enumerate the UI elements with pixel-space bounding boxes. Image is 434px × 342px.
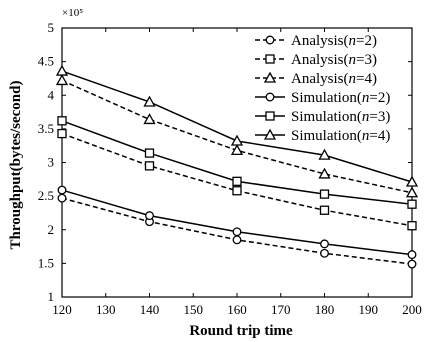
data-point <box>232 186 242 196</box>
y-axis-multiplier: ×10⁵ <box>62 7 83 19</box>
legend-label: Simulation(n=3) <box>291 109 390 125</box>
legend-series-name: Simulation <box>291 128 357 144</box>
legend-label: Simulation(n=4) <box>291 128 390 144</box>
data-point <box>145 211 154 221</box>
legend: Analysis(n=2) Analysis(n=3) Analysis(n=4) S… <box>255 33 390 144</box>
x-tick-label: 160 <box>227 302 247 317</box>
legend-n-value: 2 <box>378 90 386 106</box>
data-point <box>319 189 330 199</box>
data-point <box>232 176 242 186</box>
legend-n-symbol: n <box>349 52 357 68</box>
y-tick-label: 2.5 <box>38 188 54 203</box>
legend-label: Analysis(n=3) <box>291 52 377 68</box>
legend-label: Analysis(n=4) <box>291 71 377 87</box>
data-point <box>319 205 330 215</box>
x-tick-label: 120 <box>52 302 72 317</box>
legend-series-name: Analysis <box>291 71 344 87</box>
legend-entry: Simulation(n=4) <box>255 128 390 144</box>
data-point <box>232 227 242 237</box>
x-tick-label: 180 <box>315 302 335 317</box>
y-tick-label: 3.5 <box>38 121 54 136</box>
legend-marker <box>265 35 275 45</box>
data-point <box>407 221 417 231</box>
series-line <box>61 189 413 256</box>
data-point <box>143 95 156 107</box>
legend-n-value: 4 <box>378 128 386 144</box>
legend-entry: Analysis(n=2) <box>255 33 377 49</box>
series-analysis-n3 <box>57 128 417 231</box>
x-tick-label: 190 <box>359 302 379 317</box>
legend-series-name: Simulation <box>291 109 357 125</box>
data-point <box>320 239 329 249</box>
data-point <box>407 250 417 260</box>
legend-series-name: Analysis <box>291 33 344 49</box>
plot-frame <box>61 27 413 298</box>
series-layer <box>55 64 419 269</box>
legend-label: Simulation(n=2) <box>291 90 390 106</box>
legend-n-value: 3 <box>364 52 372 68</box>
data-point <box>407 199 417 209</box>
series-simulation-n2 <box>57 185 417 260</box>
y-tick-label: 2 <box>48 222 55 237</box>
legend-n-value: 3 <box>378 109 386 125</box>
x-tick-label: 130 <box>96 302 116 317</box>
series-simulation-n3 <box>57 116 417 209</box>
legend-marker <box>263 128 277 140</box>
y-axis-label: Throughput(bytes/second) <box>8 81 24 250</box>
data-point <box>57 128 67 139</box>
data-point <box>318 167 331 179</box>
y-tick-label: 3 <box>48 155 55 170</box>
data-point <box>232 235 242 245</box>
data-point <box>230 144 244 156</box>
data-point <box>55 64 69 76</box>
legend-marker <box>265 92 275 102</box>
x-tick-label: 200 <box>402 302 422 317</box>
data-point <box>144 148 155 158</box>
legend-n-value: 4 <box>364 71 372 87</box>
x-tick-label: 150 <box>184 302 204 317</box>
legend-n-symbol: n <box>349 71 357 87</box>
data-point <box>407 259 417 269</box>
data-point <box>320 248 329 258</box>
data-point <box>57 193 67 203</box>
data-point <box>55 74 69 86</box>
legend-marker <box>265 54 275 64</box>
series-line <box>61 70 413 183</box>
data-point <box>57 116 67 126</box>
legend-entry: Analysis(n=3) <box>255 52 377 68</box>
y-tick-label: 5 <box>48 20 55 35</box>
data-point <box>144 161 155 171</box>
x-tick-label: 140 <box>140 302 160 317</box>
y-tick-label: 4 <box>48 87 55 102</box>
y-tick-label: 4.5 <box>38 54 54 69</box>
data-point <box>230 134 244 146</box>
data-point <box>143 113 156 125</box>
legend-n-symbol: n <box>362 109 370 125</box>
x-tick-label: 170 <box>271 302 291 317</box>
legend-entry: Analysis(n=4) <box>255 71 377 87</box>
legend-entry: Simulation(n=3) <box>255 109 390 125</box>
data-point <box>318 148 331 160</box>
series-analysis-n4 <box>55 74 419 198</box>
legend-marker <box>265 111 275 121</box>
axes: 120 130 140 150 160 170 180 190 200 1 1.5 2 2.5 3 3.5 4… <box>38 20 422 317</box>
data-point <box>57 185 67 195</box>
legend-n-symbol: n <box>362 90 370 106</box>
y-tick-label: 1 <box>48 289 55 304</box>
y-tick-label: 1.5 <box>38 255 54 270</box>
x-axis-label: Round trip time <box>189 323 293 339</box>
legend-entry: Simulation(n=2) <box>255 90 390 106</box>
legend-series-name: Simulation <box>291 90 357 106</box>
data-point <box>405 175 419 187</box>
legend-marker <box>263 71 277 83</box>
legend-n-symbol: n <box>362 128 370 144</box>
data-point <box>405 186 419 198</box>
legend-n-symbol: n <box>349 33 357 49</box>
legend-label: Analysis(n=2) <box>291 33 377 49</box>
series-simulation-n4 <box>55 64 419 187</box>
legend-n-value: 2 <box>364 33 372 49</box>
legend-series-name: Analysis <box>291 52 344 68</box>
